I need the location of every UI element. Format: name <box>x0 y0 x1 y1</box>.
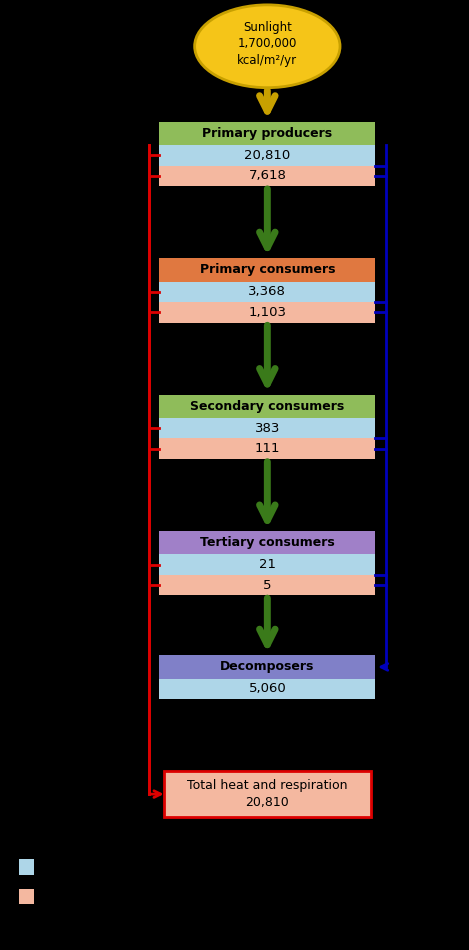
FancyBboxPatch shape <box>159 555 375 575</box>
FancyBboxPatch shape <box>19 888 34 904</box>
Text: 5,060: 5,060 <box>249 682 286 695</box>
Text: 383: 383 <box>255 422 280 435</box>
Ellipse shape <box>195 5 340 87</box>
Text: Primary producers: Primary producers <box>202 127 333 140</box>
Text: Tertiary consumers: Tertiary consumers <box>200 536 335 549</box>
FancyBboxPatch shape <box>159 394 375 418</box>
FancyBboxPatch shape <box>159 678 375 699</box>
Text: 7,618: 7,618 <box>249 169 286 182</box>
FancyBboxPatch shape <box>159 302 375 322</box>
Text: Total heat and respiration
20,810: Total heat and respiration 20,810 <box>187 779 348 809</box>
Text: 21: 21 <box>259 559 276 571</box>
FancyBboxPatch shape <box>159 145 375 165</box>
Text: 111: 111 <box>255 442 280 455</box>
Text: 3,368: 3,368 <box>249 285 286 298</box>
FancyBboxPatch shape <box>159 531 375 555</box>
FancyBboxPatch shape <box>159 656 375 678</box>
Text: Primary consumers: Primary consumers <box>200 263 335 276</box>
FancyBboxPatch shape <box>159 439 375 459</box>
FancyBboxPatch shape <box>159 258 375 281</box>
FancyBboxPatch shape <box>159 281 375 302</box>
Text: Decomposers: Decomposers <box>220 660 315 674</box>
Text: 20,810: 20,810 <box>244 149 290 162</box>
FancyBboxPatch shape <box>159 165 375 186</box>
FancyBboxPatch shape <box>159 122 375 145</box>
FancyBboxPatch shape <box>164 771 371 817</box>
Text: 1,103: 1,103 <box>248 306 287 319</box>
Text: Secondary consumers: Secondary consumers <box>190 400 344 413</box>
Text: 5: 5 <box>263 579 272 592</box>
Text: Sunlight
1,700,000
kcal/m²/yr: Sunlight 1,700,000 kcal/m²/yr <box>237 21 297 66</box>
FancyBboxPatch shape <box>159 418 375 439</box>
FancyBboxPatch shape <box>159 575 375 596</box>
FancyBboxPatch shape <box>19 860 34 875</box>
